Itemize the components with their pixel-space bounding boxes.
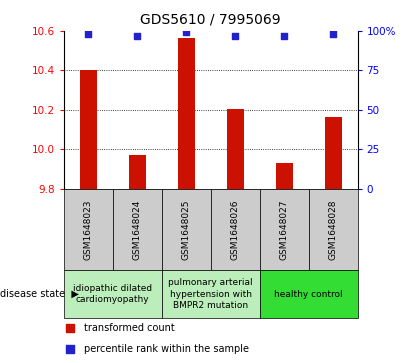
Bar xyxy=(162,270,260,318)
Text: GSM1648025: GSM1648025 xyxy=(182,199,191,260)
Text: GSM1648026: GSM1648026 xyxy=(231,199,240,260)
Text: idiopathic dilated
cardiomyopathy: idiopathic dilated cardiomyopathy xyxy=(73,284,152,304)
Point xyxy=(281,33,287,38)
Point xyxy=(232,33,238,38)
Bar xyxy=(64,189,113,270)
Bar xyxy=(80,70,97,189)
Point xyxy=(85,31,92,37)
Bar xyxy=(113,189,162,270)
Text: transformed count: transformed count xyxy=(84,323,175,333)
Text: healthy control: healthy control xyxy=(274,290,343,298)
Point xyxy=(330,31,336,37)
Title: GDS5610 / 7995069: GDS5610 / 7995069 xyxy=(140,13,281,27)
Bar xyxy=(275,163,293,189)
Point xyxy=(66,346,73,352)
Text: disease state  ▶: disease state ▶ xyxy=(0,289,79,299)
Bar xyxy=(178,38,195,189)
Bar xyxy=(325,117,342,189)
Bar xyxy=(64,270,162,318)
Bar xyxy=(162,189,211,270)
Point xyxy=(134,33,141,38)
Text: pulmonary arterial
hypertension with
BMPR2 mutation: pulmonary arterial hypertension with BMP… xyxy=(169,278,253,310)
Bar xyxy=(260,189,309,270)
Bar xyxy=(129,155,146,189)
Bar xyxy=(260,270,358,318)
Point xyxy=(183,29,189,34)
Point xyxy=(66,325,73,331)
Text: GSM1648024: GSM1648024 xyxy=(133,199,142,260)
Bar xyxy=(210,189,260,270)
Bar xyxy=(226,109,244,189)
Text: GSM1648023: GSM1648023 xyxy=(84,199,93,260)
Bar xyxy=(309,189,358,270)
Text: GSM1648028: GSM1648028 xyxy=(328,199,337,260)
Text: GSM1648027: GSM1648027 xyxy=(279,199,289,260)
Text: percentile rank within the sample: percentile rank within the sample xyxy=(84,344,249,354)
